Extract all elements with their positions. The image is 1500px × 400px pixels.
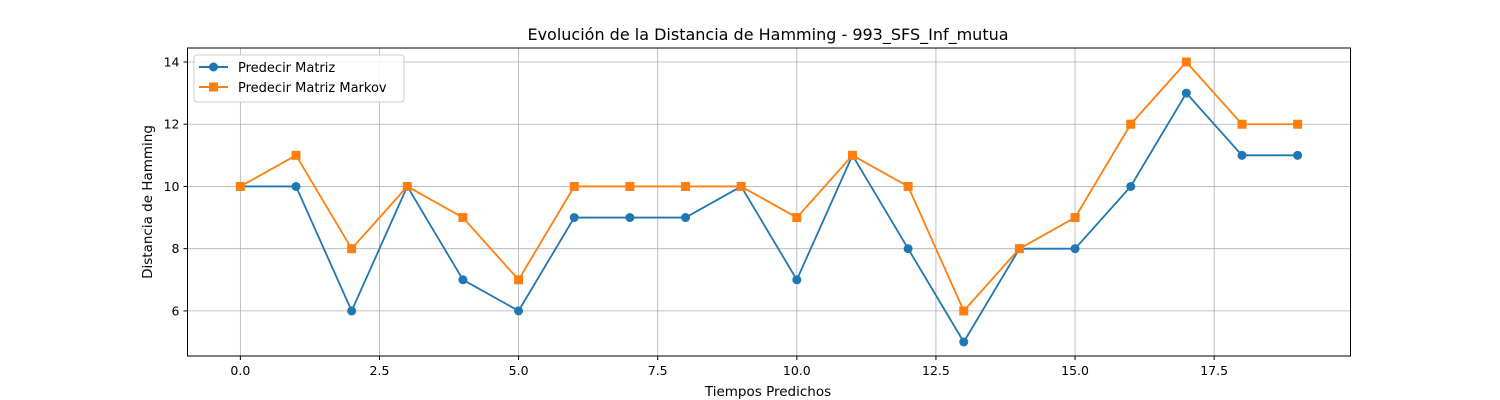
data-point: [1237, 150, 1247, 160]
data-point: [514, 275, 524, 285]
data-point: [569, 181, 579, 191]
data-point: [402, 181, 412, 191]
series-line-1: [239, 60, 1298, 313]
data-point: [847, 150, 857, 160]
data-point: [1126, 119, 1136, 129]
data-point: [1181, 57, 1191, 67]
data-point: [736, 181, 746, 191]
data-point: [1126, 181, 1136, 191]
x-tick-label: 17.5: [1200, 363, 1228, 378]
data-point: [959, 337, 969, 347]
data-point: [235, 181, 245, 191]
data-point: [458, 213, 468, 223]
legend-marker-predecir-matriz: [209, 62, 218, 72]
data-point: [681, 181, 691, 191]
x-tick-label: 7.5: [648, 363, 668, 378]
legend-marker-predecir-matriz-markov: [209, 82, 218, 92]
data-point: [569, 213, 579, 223]
x-tick-label: 15.0: [1061, 363, 1089, 378]
data-point: [347, 306, 357, 316]
y-axis-title: Distancia de Hamming: [140, 125, 156, 279]
data-point: [792, 213, 802, 223]
data-point: [347, 244, 357, 254]
data-point: [1293, 150, 1303, 160]
y-tick-label: 14: [164, 55, 180, 70]
series-layer: [235, 57, 1303, 347]
y-tick-label: 12: [164, 117, 180, 132]
x-tick-label: 5.0: [509, 363, 529, 378]
plot-frame: [187, 47, 1351, 357]
data-point: [625, 213, 635, 223]
data-point: [291, 150, 301, 160]
data-point: [1181, 88, 1191, 98]
x-axis: 0.0 2.5 5.0 7.5 10.0 12.5 15.0 17.5: [230, 356, 1228, 378]
data-point: [1293, 119, 1303, 129]
data-point: [681, 213, 691, 223]
data-point: [1014, 244, 1024, 254]
x-tick-label: 2.5: [370, 363, 390, 378]
y-tick-label: 6: [172, 303, 180, 318]
series-line-0: [240, 91, 1298, 344]
data-point: [1237, 119, 1247, 129]
legend-label-predecir-matriz: Predecir Matriz: [238, 61, 335, 76]
data-point: [1070, 244, 1080, 254]
legend: Predecir Matriz Predecir Matriz Markov: [193, 54, 405, 103]
chart-title: Evolución de la Distancia de Hamming - 9…: [527, 25, 1008, 45]
data-point: [291, 181, 301, 191]
data-point: [625, 181, 635, 191]
data-point: [792, 275, 802, 285]
y-tick-label: 10: [164, 179, 180, 194]
data-point: [1070, 213, 1080, 223]
legend-label-predecir-matriz-markov: Predecir Matriz Markov: [238, 81, 387, 96]
legend-box: [193, 54, 405, 103]
y-tick-label: 8: [172, 241, 180, 256]
data-point: [903, 244, 913, 254]
data-point: [458, 275, 468, 285]
data-point: [514, 306, 524, 316]
data-point: [959, 306, 969, 316]
x-tick-label: 0.0: [230, 363, 250, 378]
x-axis-title: Tiempos Predichos: [704, 384, 831, 400]
data-point: [903, 181, 913, 191]
y-axis: 6 8 10 12 14: [164, 55, 188, 318]
x-tick-label: 12.5: [922, 363, 950, 378]
grid: [187, 48, 1351, 356]
x-tick-label: 10.0: [783, 363, 811, 378]
